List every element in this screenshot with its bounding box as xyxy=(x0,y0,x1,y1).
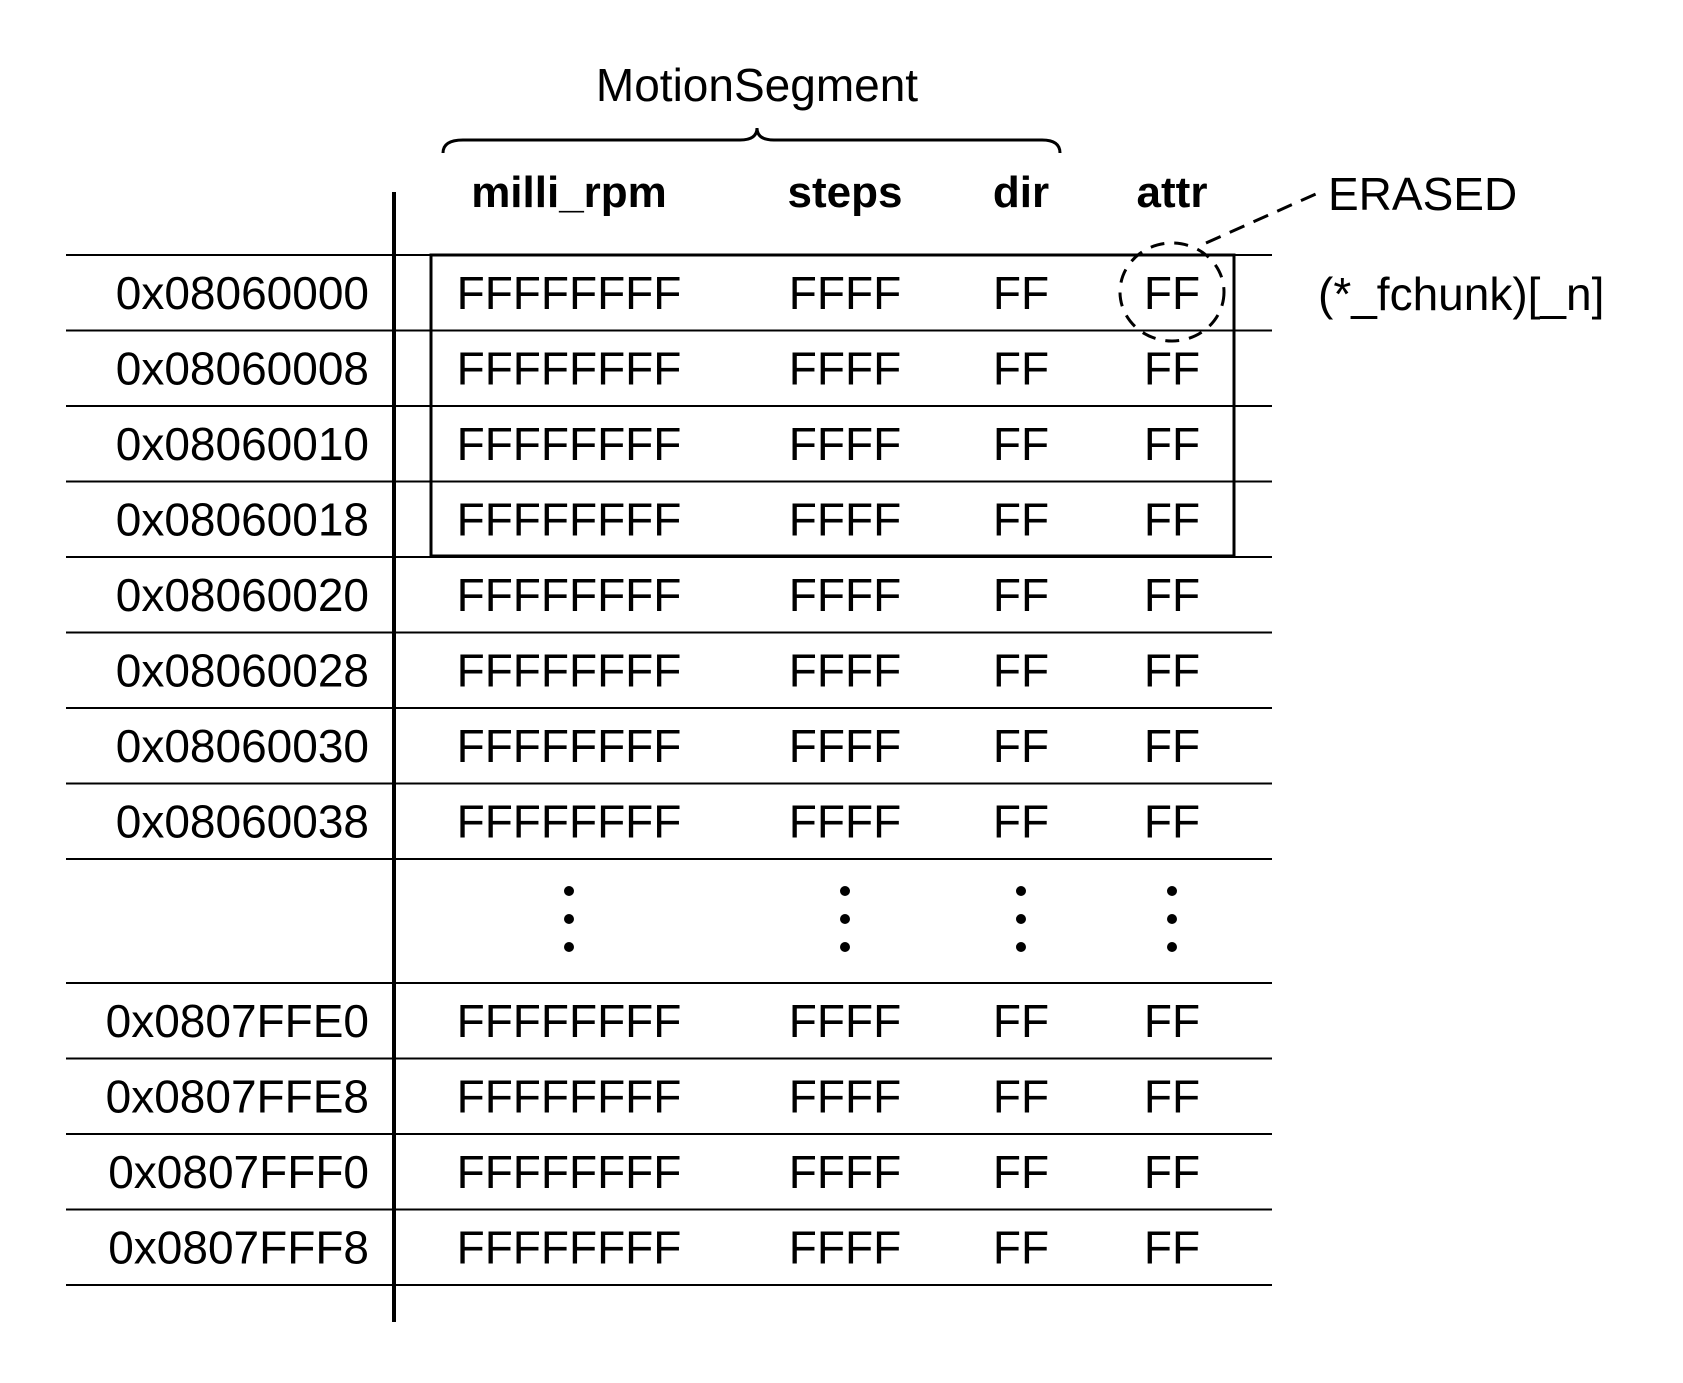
struct-brace xyxy=(441,127,1062,154)
row-cell-attr: FF xyxy=(1144,795,1200,847)
ellipsis-dot xyxy=(564,886,574,896)
row-address: 0x08060028 xyxy=(116,644,369,696)
row-cell-dir: FF xyxy=(993,644,1049,696)
column-header-attr: attr xyxy=(1137,168,1208,217)
row-cell-attr: FF xyxy=(1144,418,1200,470)
ellipsis-dot xyxy=(1167,914,1177,924)
row-cell-attr: FF xyxy=(1144,342,1200,394)
row-cell-attr: FF xyxy=(1144,1221,1200,1273)
column-header-steps: steps xyxy=(788,168,903,217)
row-cell-milli-rpm: FFFFFFFF xyxy=(457,644,682,696)
row-cell-dir: FF xyxy=(993,342,1049,394)
row-address: 0x08060030 xyxy=(116,720,369,772)
row-cell-milli-rpm: FFFFFFFF xyxy=(457,418,682,470)
row-cell-attr: FF xyxy=(1144,267,1200,319)
row-cell-steps: FFFF xyxy=(789,995,901,1047)
chunk-block-outline xyxy=(429,253,1236,558)
row-cell-steps: FFFF xyxy=(789,569,901,621)
column-header-dir: dir xyxy=(993,168,1049,217)
row-cell-steps: FFFF xyxy=(789,1070,901,1122)
row-cell-steps: FFFF xyxy=(789,418,901,470)
row-cell-steps: FFFF xyxy=(789,1221,901,1273)
erased-callout-circle xyxy=(1118,241,1226,343)
row-cell-milli-rpm: FFFFFFFF xyxy=(457,720,682,772)
row-cell-milli-rpm: FFFFFFFF xyxy=(457,995,682,1047)
row-cell-milli-rpm: FFFFFFFF xyxy=(457,569,682,621)
erased-callout-leader xyxy=(1205,191,1319,245)
row-address: 0x08060020 xyxy=(116,569,369,621)
ellipsis-dot xyxy=(1167,942,1177,952)
row-cell-dir: FF xyxy=(993,795,1049,847)
ellipsis-dot xyxy=(564,914,574,924)
chunk-label: (*_fchunk)[_n] xyxy=(1318,268,1604,320)
row-cell-steps: FFFF xyxy=(789,795,901,847)
row-cell-milli-rpm: FFFFFFFF xyxy=(457,342,682,394)
row-cell-steps: FFFF xyxy=(789,1146,901,1198)
row-cell-attr: FF xyxy=(1144,1070,1200,1122)
row-address: 0x08060000 xyxy=(116,267,369,319)
row-address: 0x0807FFE0 xyxy=(106,995,369,1047)
row-cell-dir: FF xyxy=(993,995,1049,1047)
ellipsis-dot xyxy=(1016,942,1026,952)
row-cell-attr: FF xyxy=(1144,720,1200,772)
row-cell-steps: FFFF xyxy=(789,267,901,319)
row-cell-attr: FF xyxy=(1144,493,1200,545)
row-cell-dir: FF xyxy=(993,720,1049,772)
row-cell-steps: FFFF xyxy=(789,342,901,394)
row-cell-dir: FF xyxy=(993,569,1049,621)
row-cell-milli-rpm: FFFFFFFF xyxy=(457,1221,682,1273)
row-cell-milli-rpm: FFFFFFFF xyxy=(457,1146,682,1198)
row-cell-milli-rpm: FFFFFFFF xyxy=(457,795,682,847)
row-cell-attr: FF xyxy=(1144,1146,1200,1198)
row-address: 0x08060038 xyxy=(116,795,369,847)
ellipsis-dot xyxy=(840,914,850,924)
row-address: 0x08060018 xyxy=(116,493,369,545)
row-cell-dir: FF xyxy=(993,1070,1049,1122)
row-address: 0x0807FFF8 xyxy=(108,1221,369,1273)
row-cell-dir: FF xyxy=(993,1146,1049,1198)
row-cell-milli-rpm: FFFFFFFF xyxy=(457,493,682,545)
row-cell-steps: FFFF xyxy=(789,720,901,772)
row-cell-milli-rpm: FFFFFFFF xyxy=(457,1070,682,1122)
row-cell-attr: FF xyxy=(1144,644,1200,696)
erased-callout-label: ERASED xyxy=(1328,168,1517,220)
ellipsis-dot xyxy=(564,942,574,952)
row-address: 0x0807FFF0 xyxy=(108,1146,369,1198)
column-header-milli-rpm: milli_rpm xyxy=(471,168,667,217)
row-cell-milli-rpm: FFFFFFFF xyxy=(457,267,682,319)
row-address: 0x08060008 xyxy=(116,342,369,394)
struct-label: MotionSegment xyxy=(596,59,918,111)
ellipsis-dot xyxy=(840,942,850,952)
ellipsis-dot xyxy=(1016,914,1026,924)
ellipsis-dot xyxy=(1167,886,1177,896)
ellipsis-dot xyxy=(1016,886,1026,896)
row-address: 0x08060010 xyxy=(116,418,369,470)
row-cell-attr: FF xyxy=(1144,569,1200,621)
row-cell-steps: FFFF xyxy=(789,493,901,545)
ellipsis-dot xyxy=(840,886,850,896)
row-cell-steps: FFFF xyxy=(789,644,901,696)
row-cell-dir: FF xyxy=(993,1221,1049,1273)
row-address: 0x0807FFE8 xyxy=(106,1070,369,1122)
row-cell-dir: FF xyxy=(993,418,1049,470)
row-cell-dir: FF xyxy=(993,267,1049,319)
row-cell-attr: FF xyxy=(1144,995,1200,1047)
row-cell-dir: FF xyxy=(993,493,1049,545)
